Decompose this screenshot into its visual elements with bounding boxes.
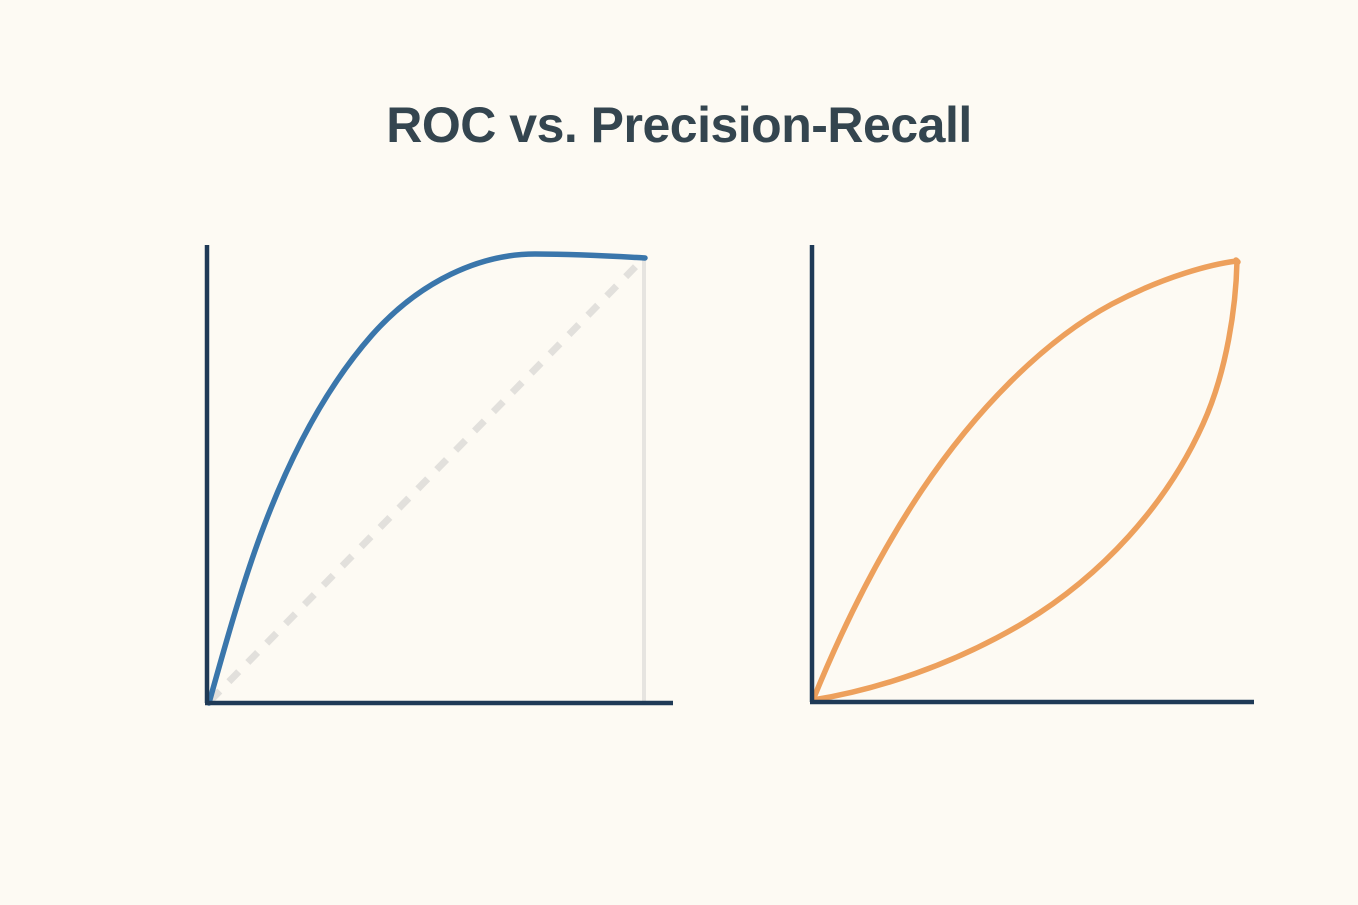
pr-upper-lens-arc — [810, 258, 1240, 703]
page-title: ROC vs. Precision-Recall — [386, 97, 972, 153]
roc-curve-panel — [204, 245, 673, 706]
pr-lens-apex-joint — [1233, 257, 1241, 265]
pr-lower-lens-arc — [810, 258, 1240, 703]
roc-curve-line — [206, 251, 648, 706]
precision-recall-panel — [809, 245, 1254, 705]
roc-chance-diagonal — [207, 256, 646, 704]
